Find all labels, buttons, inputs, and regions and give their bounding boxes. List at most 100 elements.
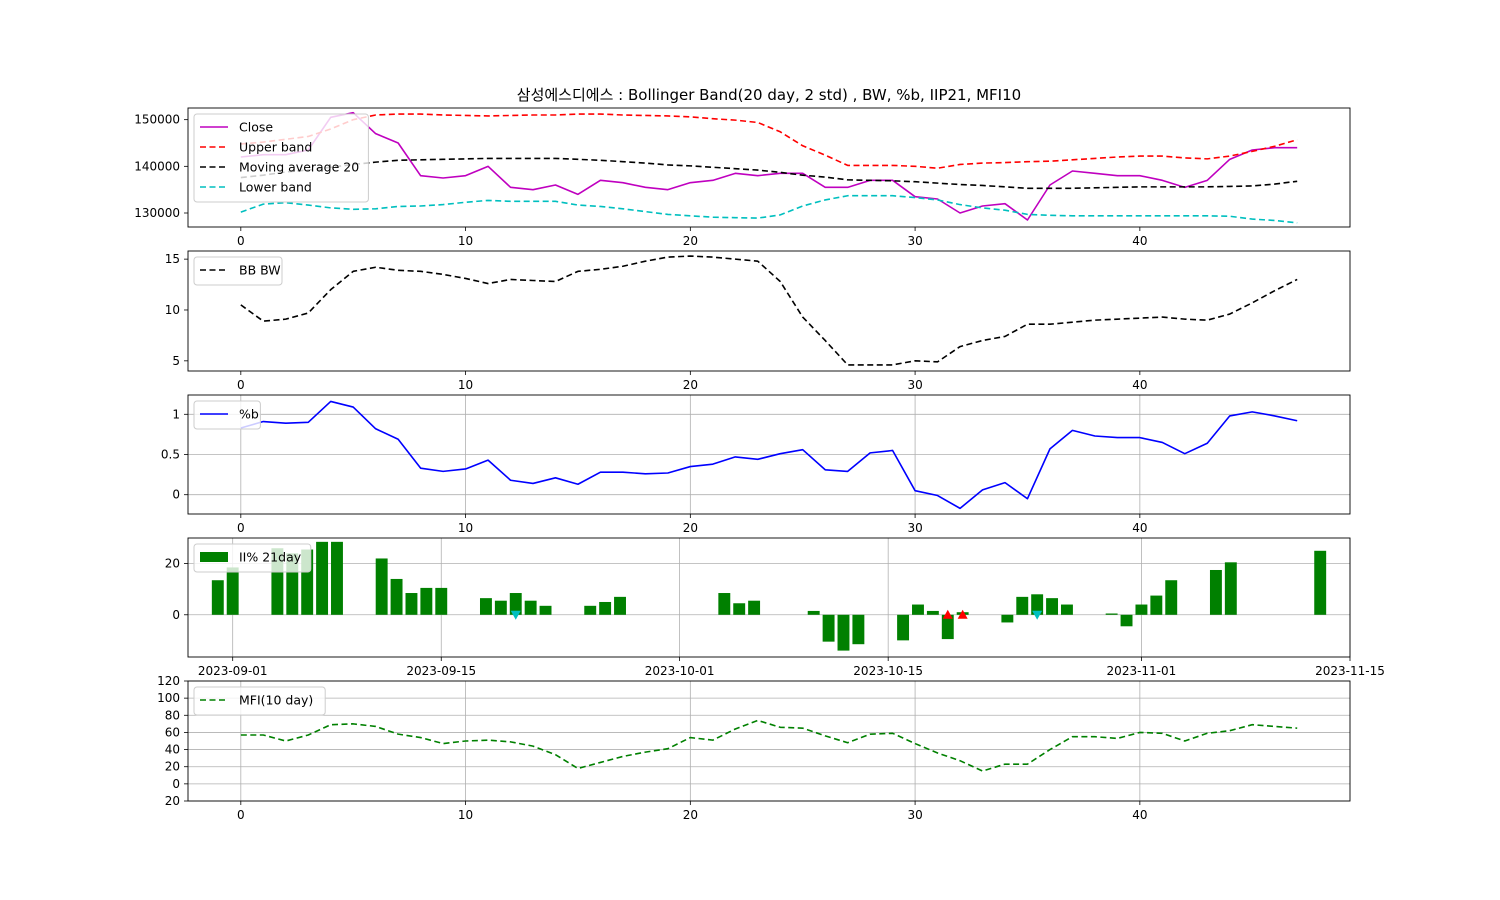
legend-label: II% 21day (239, 550, 302, 565)
ii-bar (823, 615, 835, 642)
bollinger-x-tick-label: 40 (1132, 234, 1147, 248)
ii-bar (838, 615, 850, 651)
percent_b-x-tick-label: 30 (907, 521, 922, 535)
ii-bar (1135, 605, 1147, 615)
mfi-y-tick-label: 100 (157, 691, 180, 705)
bollinger-x-tick-label: 30 (907, 234, 922, 248)
bollinger-y-tick-label: 150000 (134, 113, 180, 127)
bollinger-x-tick-label: 20 (683, 234, 698, 248)
ii-bar (540, 606, 552, 615)
bollinger-y-tick-label: 130000 (134, 206, 180, 220)
ii-bar (1225, 562, 1237, 614)
ii_percent-x-tick-label: 2023-09-15 (406, 664, 476, 678)
bbw-x-tick-label: 40 (1132, 378, 1147, 392)
legend-label: BB BW (239, 263, 281, 278)
mfi-y-tick-label: 60 (165, 725, 180, 739)
ii-bar (331, 542, 343, 615)
mfi-y-tick-label: 40 (165, 743, 180, 757)
ii-bar (1061, 605, 1073, 615)
percent_b-x-tick-label: 10 (458, 521, 473, 535)
ii-bar (1165, 580, 1177, 615)
panels: 0 10 20 30 40130000140000150000 CloseUpper ba… (134, 108, 1385, 822)
bbw-y-tick-label: 10 (165, 303, 180, 317)
mfi-x-tick-label: 20 (683, 808, 698, 822)
ii_percent-x-tick-label: 2023-11-01 (1107, 664, 1177, 678)
mfi-x-tick-label: 30 (907, 808, 922, 822)
bollinger-y-tick-label: 140000 (134, 159, 180, 173)
ii_percent-legend: II% 21day (194, 544, 311, 572)
ii_percent-y-tick-label: 0 (172, 608, 180, 622)
ii_percent-x-tick-label: 2023-10-01 (645, 664, 715, 678)
ii-bar (614, 597, 626, 615)
bollinger-x-tick-label: 10 (458, 234, 473, 248)
ii-bar (212, 580, 224, 615)
bollinger-x-tick-label: 0 (237, 234, 245, 248)
ii-bar (316, 542, 328, 615)
ii-bar (1210, 570, 1222, 615)
bbw-y-tick-label: 15 (165, 252, 180, 266)
legend-swatch (200, 552, 228, 562)
ii-bar (733, 603, 745, 615)
percent_b-legend: %b (194, 401, 260, 429)
ii-bar (718, 593, 730, 615)
ii-bar (1314, 551, 1326, 615)
ii-bar (435, 588, 447, 615)
panel-ii_percent: 2023-09-01 2023-09-15 2023-10-01 2023-10-15… (165, 538, 1385, 678)
ii-bar (1150, 596, 1162, 615)
mfi-x-tick-label: 10 (458, 808, 473, 822)
ii-bar (525, 601, 537, 615)
mfi-legend: MFI(10 day) (194, 687, 325, 715)
percent_b-y-tick-label: 0 (172, 488, 180, 502)
legend-label: Lower band (239, 180, 312, 195)
ii-bar (1016, 597, 1028, 615)
mfi-x-tick-label: 0 (237, 808, 245, 822)
ii-bar (420, 588, 432, 615)
mfi-plot-area (188, 681, 1350, 801)
ii-bar (376, 558, 388, 614)
ii-bar (1106, 613, 1118, 614)
bbw-x-tick-label: 20 (683, 378, 698, 392)
ii-bar (495, 601, 507, 615)
ii_percent-y-tick-label: 20 (165, 557, 180, 571)
ii-bar (1121, 615, 1133, 627)
ii-bar (808, 611, 820, 615)
panel-percent_b: 0 10 20 30 40 0 0.5 1 %b (161, 395, 1350, 535)
panel-bbw: 0 10 20 30 40 5 10 15 BB BW (165, 251, 1350, 392)
mfi-y-tick-label: 0 (172, 777, 180, 791)
mfi-y-tick-label: 20 (165, 760, 180, 774)
ii-bar (227, 567, 239, 614)
legend-label: %b (239, 407, 259, 422)
ii-bar (1046, 598, 1058, 615)
legend-label: Upper band (239, 140, 312, 155)
mfi-x-tick-label: 40 (1132, 808, 1147, 822)
legend-label: Moving average 20 (239, 160, 359, 175)
ii_percent-x-tick-label: 2023-09-01 (198, 664, 268, 678)
mfi-y-tick-label: 120 (157, 674, 180, 688)
figure-title: 삼성에스디에스 : Bollinger Band(20 day, 2 std) … (517, 86, 1021, 104)
bollinger-legend: Close Upper band Moving average 20 Lower ba… (194, 114, 368, 202)
bbw-legend: BB BW (194, 257, 282, 285)
ii-bar (1001, 615, 1013, 623)
ii-bar (897, 615, 909, 641)
ii-bar (748, 601, 760, 615)
percent_b-x-tick-label: 40 (1132, 521, 1147, 535)
percent_b-y-tick-label: 0.5 (161, 448, 180, 462)
mfi-y-tick-label: 80 (165, 708, 180, 722)
mfi-y-tick-label: 20 (165, 794, 180, 808)
percent_b-x-tick-label: 0 (237, 521, 245, 535)
panel-mfi: 0 10 20 30 40 20 0 20 40 60 80 100 120 MFI(10 day) (157, 674, 1350, 822)
bbw-x-tick-label: 30 (907, 378, 922, 392)
ii-bar (927, 611, 939, 615)
bbw-y-tick-label: 5 (172, 354, 180, 368)
ii-bar (406, 593, 418, 615)
ii_percent-x-tick-label: 2023-10-15 (853, 664, 923, 678)
legend-label: MFI(10 day) (239, 693, 313, 708)
percent_b-x-tick-label: 20 (683, 521, 698, 535)
ii-bar (480, 598, 492, 615)
ii_percent-x-tick-label: 2023-11-15 (1315, 664, 1385, 678)
ii-bar (584, 606, 596, 615)
legend-label: Close (239, 120, 273, 135)
ii-bar (391, 579, 403, 615)
percent_b-y-tick-label: 1 (172, 407, 180, 421)
